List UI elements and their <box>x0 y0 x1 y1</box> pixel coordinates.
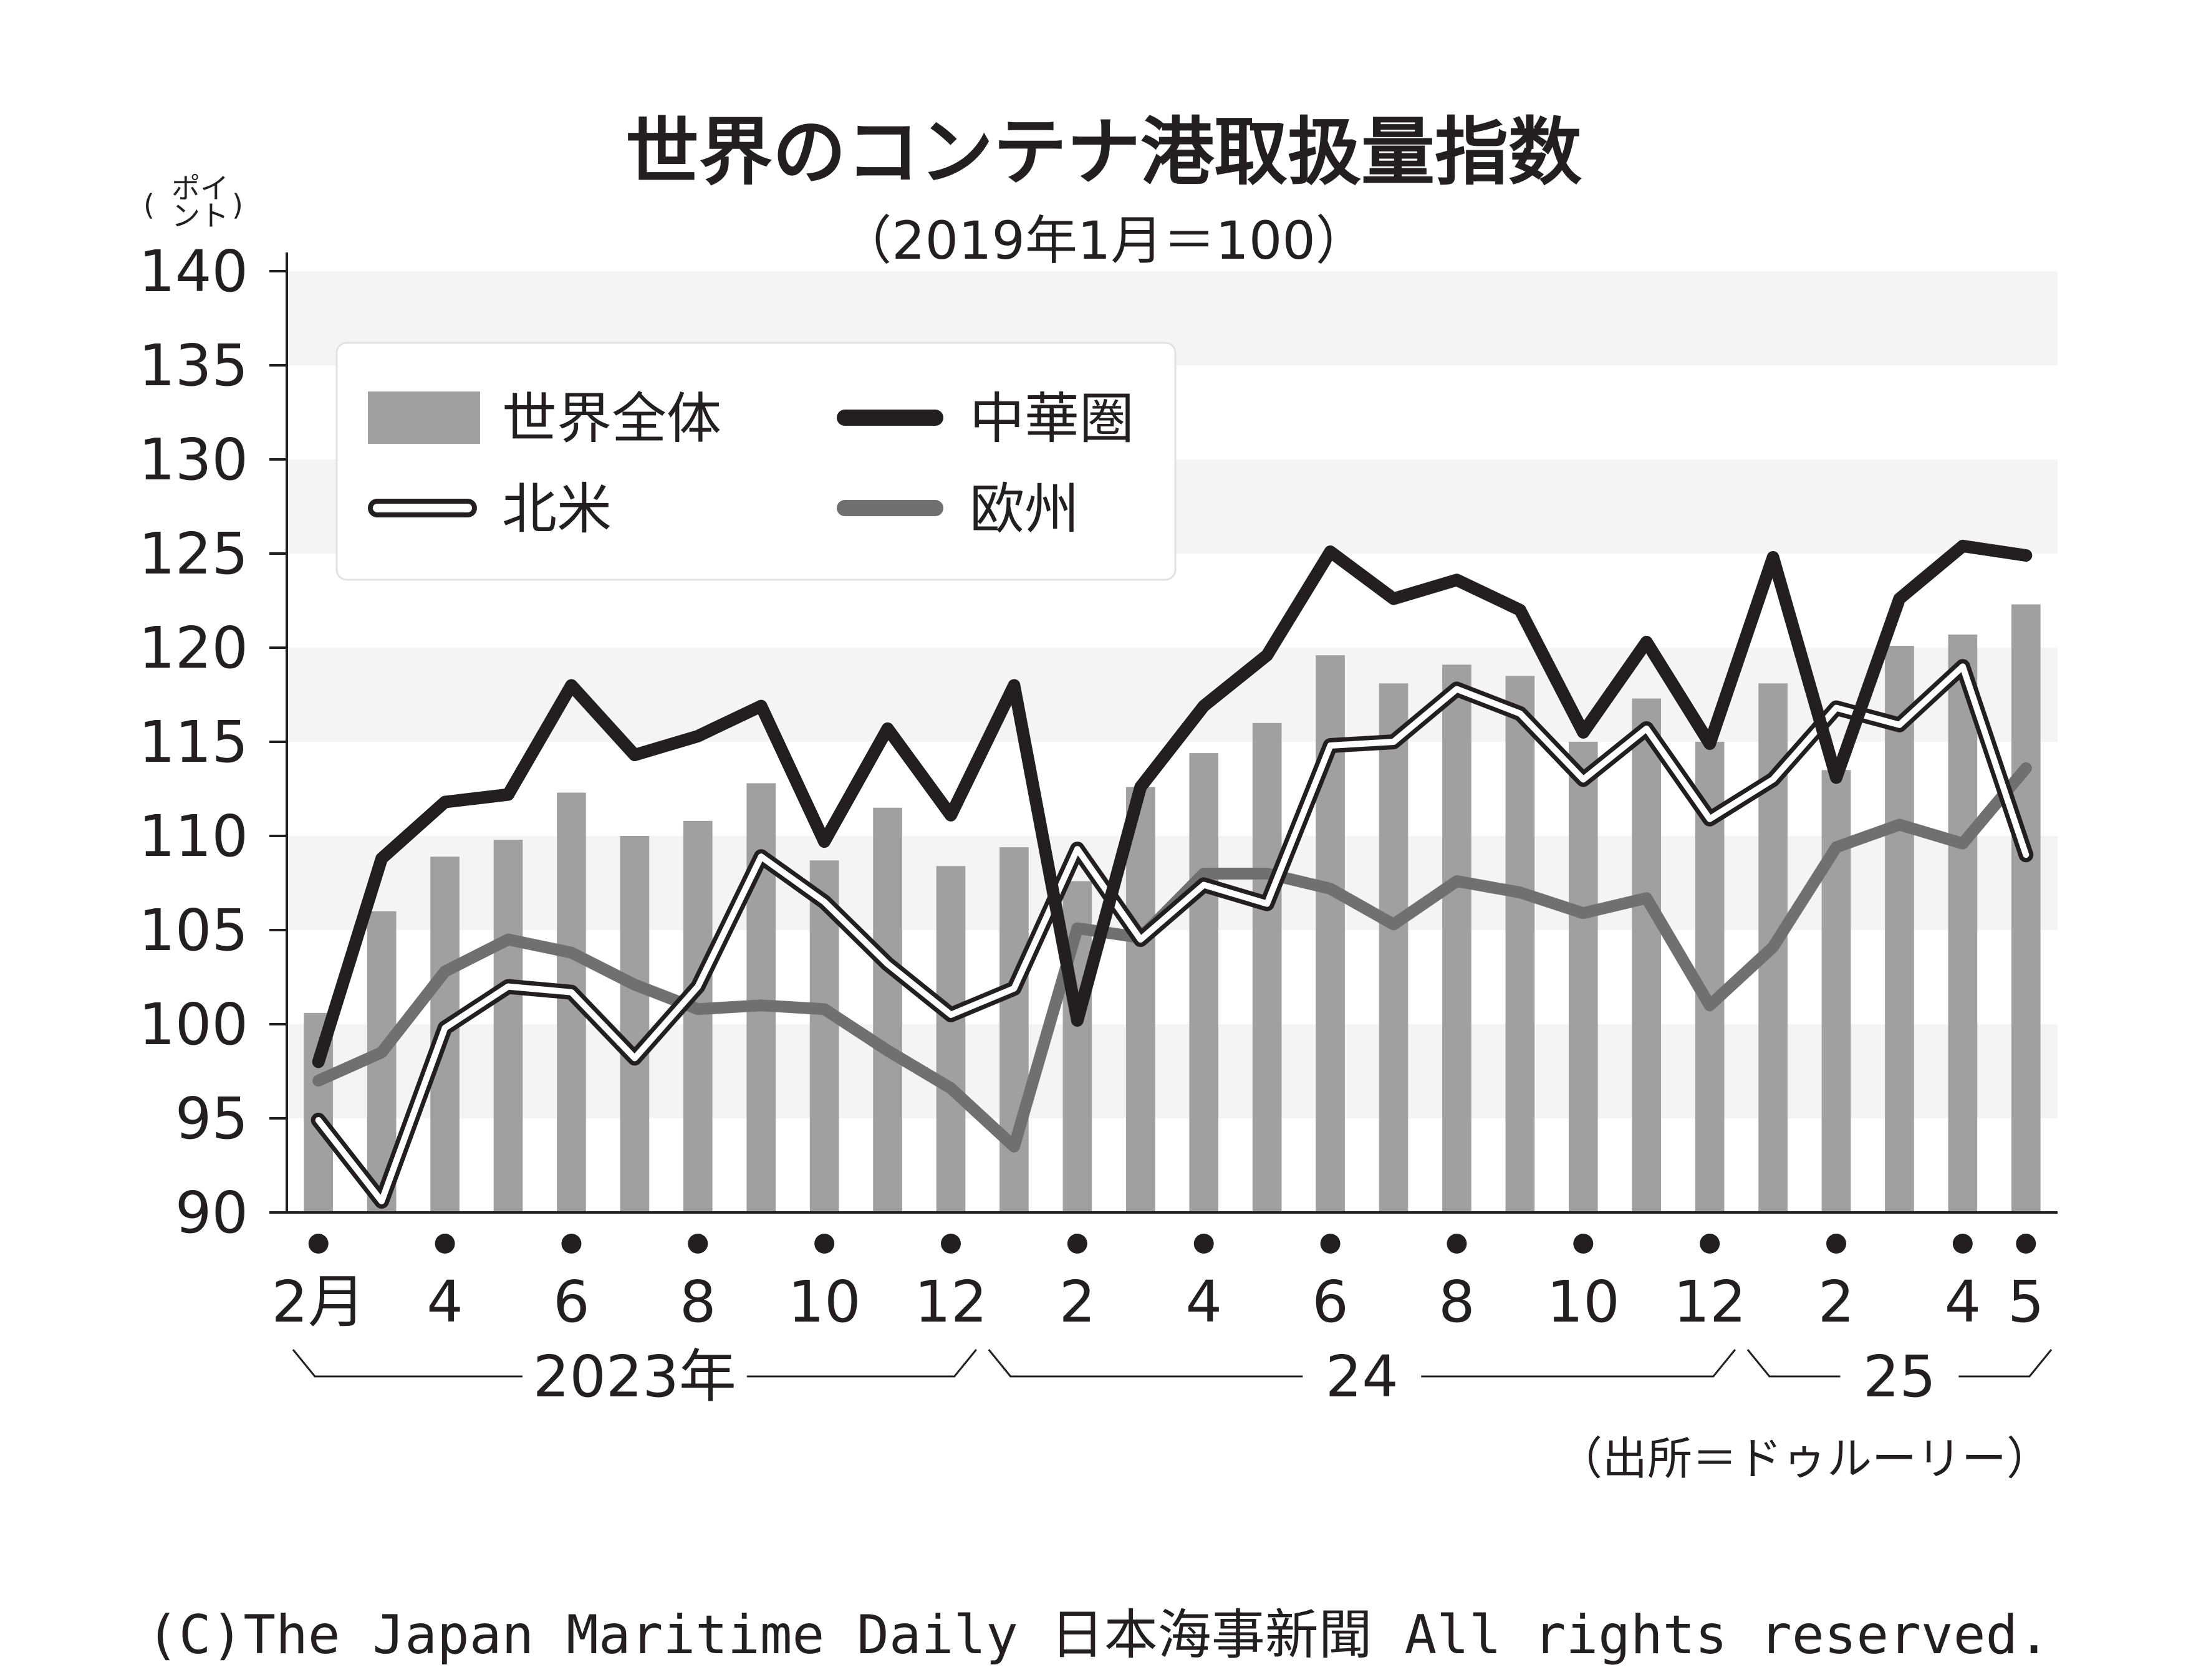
x-tick-dot <box>1320 1234 1341 1254</box>
chart-subtitle: （2019年1月＝100） <box>839 210 1368 271</box>
bar <box>1632 698 1662 1212</box>
legend-label: 世界全体 <box>502 386 721 451</box>
y-tick-label: 135 <box>138 332 248 399</box>
bar <box>936 866 966 1212</box>
series-lines <box>311 539 2034 1209</box>
x-tick-label: 2月 <box>271 1269 365 1335</box>
x-tick-label: 4 <box>1945 1269 1982 1335</box>
x-tick-dot <box>1447 1234 1467 1254</box>
year-bracket-right <box>746 1349 977 1378</box>
x-tick-label: 4 <box>426 1269 463 1335</box>
x-tick-label: 6 <box>553 1269 590 1335</box>
source-note: （出所＝ドゥルーリー） <box>1558 1433 2051 1485</box>
unit-text-bottom: ント <box>171 199 229 233</box>
bar <box>1948 634 1978 1212</box>
line-north-america <box>315 663 2030 1204</box>
bar <box>999 847 1029 1212</box>
bar <box>1885 645 1914 1212</box>
x-tick-label: 10 <box>1547 1269 1620 1335</box>
y-tick-label: 125 <box>138 521 248 587</box>
x-tick-dot <box>308 1234 329 1254</box>
unit-paren-close: ) <box>232 188 243 222</box>
x-tick-dot <box>814 1234 835 1254</box>
x-tick-dot <box>2016 1234 2036 1254</box>
x-tick-dot <box>1573 1234 1594 1254</box>
bar <box>1189 753 1219 1212</box>
legend-swatch-bar <box>368 391 480 444</box>
unit-paren-open: ( <box>143 188 155 222</box>
year-label: 2023年 <box>533 1343 736 1410</box>
legend-box <box>335 342 1177 581</box>
bar <box>2011 604 2041 1212</box>
y-tick-label: 120 <box>138 615 248 681</box>
year-label: 25 <box>1863 1343 1936 1410</box>
grid-band <box>287 1024 2058 1118</box>
legend-label: 北米 <box>502 477 612 541</box>
x-tick-label: 6 <box>1312 1269 1349 1335</box>
bars-world-total <box>304 604 2041 1212</box>
x-tick-label: 10 <box>788 1269 861 1335</box>
bar <box>1252 722 1282 1212</box>
x-tick-label: 4 <box>1185 1269 1222 1335</box>
year-bracket-left <box>988 1349 1303 1378</box>
bar <box>493 840 523 1212</box>
line-greater-china <box>312 539 2033 1068</box>
bar <box>1821 770 1851 1212</box>
x-tick-dot <box>688 1234 708 1254</box>
x-tick-label: 8 <box>1438 1269 1475 1335</box>
x-tick-label: 5 <box>2008 1269 2044 1335</box>
bar <box>683 820 713 1212</box>
bar <box>1125 787 1155 1212</box>
unit-text-top: ポイ <box>171 171 229 205</box>
x-tick-dot <box>941 1234 961 1254</box>
legend-label: 中華圏 <box>970 386 1134 451</box>
x-tick-dot <box>1067 1234 1087 1254</box>
bar <box>620 836 650 1212</box>
x-tick-dot <box>1952 1234 1973 1254</box>
year-bracket-right <box>1958 1349 2053 1378</box>
y-tick-label: 90 <box>175 1179 248 1246</box>
x-tick-label: 8 <box>680 1269 716 1335</box>
x-tick-dot <box>1826 1234 1846 1254</box>
copyright-notice: (C)The Japan Maritime Daily 日本海事新聞 All r… <box>147 1604 2051 1666</box>
year-label: 24 <box>1326 1343 1399 1410</box>
x-tick-label: 12 <box>1673 1269 1746 1335</box>
x-tick-label: 2 <box>1059 1269 1096 1335</box>
year-bracket-left <box>1746 1349 1841 1378</box>
x-tick-dot <box>561 1234 582 1254</box>
legend-label: 欧州 <box>970 477 1079 541</box>
chart-title: 世界のコンテナ港取扱量指数 <box>625 109 1582 195</box>
x-tick-dot <box>1193 1234 1214 1254</box>
x-tick-dot <box>1700 1234 1720 1254</box>
y-tick-label: 140 <box>138 238 248 305</box>
year-bracket-right <box>1421 1349 1736 1378</box>
bar <box>746 783 776 1212</box>
bar <box>1568 742 1598 1212</box>
y-tick-label: 95 <box>175 1085 248 1152</box>
bar <box>1505 676 1535 1212</box>
bar <box>1442 665 1471 1212</box>
y-tick-label: 105 <box>138 897 248 964</box>
year-bracket-left <box>292 1349 523 1378</box>
y-tick-label: 110 <box>138 803 248 870</box>
x-tick-label: 12 <box>914 1269 987 1335</box>
x-tick-dot <box>435 1234 455 1254</box>
y-tick-label: 115 <box>138 709 248 775</box>
y-tick-label: 130 <box>138 426 248 493</box>
y-tick-label: 100 <box>138 991 248 1058</box>
bar <box>873 807 902 1212</box>
bar <box>1379 683 1409 1212</box>
x-tick-label: 2 <box>1818 1269 1855 1335</box>
